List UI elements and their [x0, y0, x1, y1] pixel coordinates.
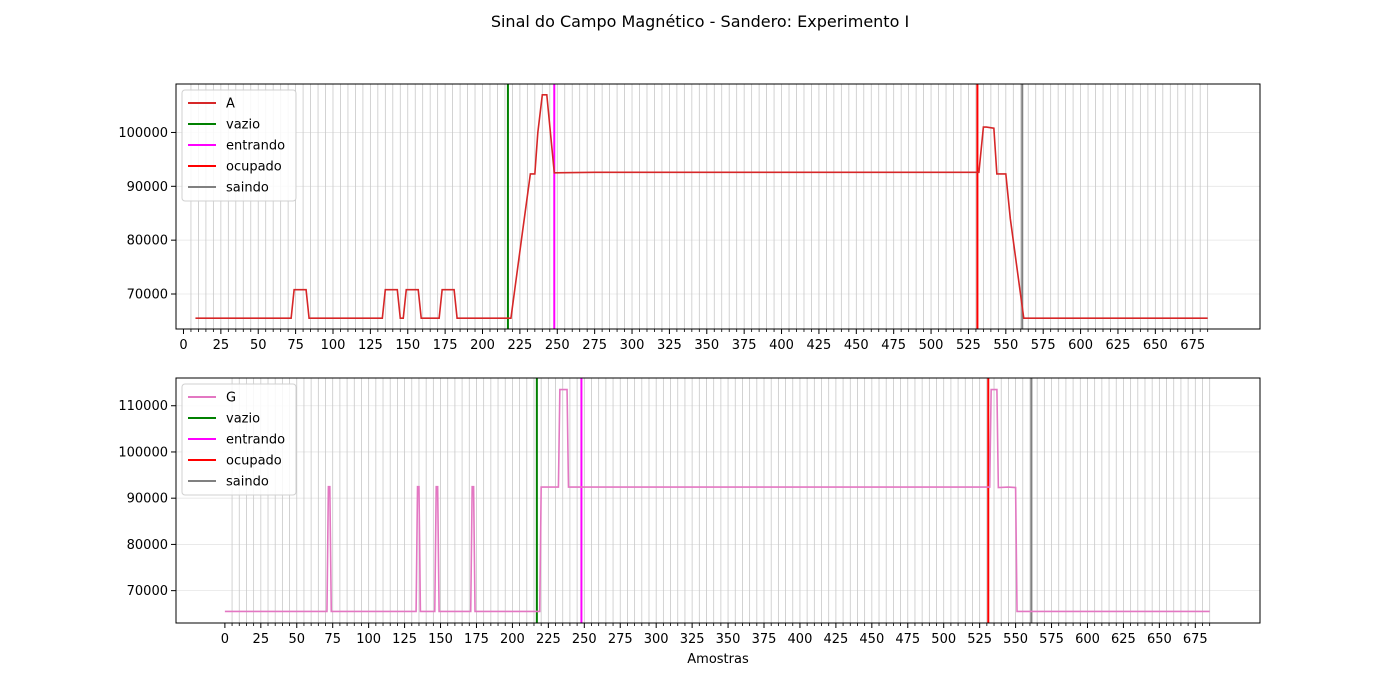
- x-tick-label: 650: [1143, 338, 1168, 353]
- x-tick-label: 550: [1003, 632, 1028, 647]
- y-tick-label: 100000: [118, 126, 168, 141]
- x-tick-label: 450: [844, 338, 869, 353]
- x-tick-label: 275: [582, 338, 607, 353]
- y-tick-label: 80000: [127, 538, 168, 553]
- legend-label-saindo: saindo: [226, 475, 269, 490]
- legend-label-ocupado: ocupado: [226, 160, 282, 175]
- legend-label-entrando: entrando: [226, 433, 285, 448]
- x-tick-label: 525: [967, 632, 992, 647]
- x-tick-label: 350: [716, 632, 741, 647]
- y-tick-label: 80000: [127, 234, 168, 249]
- x-tick-label: 300: [620, 338, 645, 353]
- x-tick-label: 600: [1068, 338, 1093, 353]
- x-tick-label: 200: [470, 338, 495, 353]
- x-tick-label: 350: [694, 338, 719, 353]
- x-tick-label: 425: [807, 338, 832, 353]
- legend-label-ocupado: ocupado: [226, 454, 282, 469]
- x-tick-label: 325: [680, 632, 705, 647]
- legend-label-A: A: [226, 97, 235, 112]
- axes-frame: [175, 377, 1261, 624]
- x-tick-label: 375: [732, 338, 757, 353]
- y-tick-label: 110000: [118, 399, 168, 414]
- x-tick-label: 75: [287, 338, 304, 353]
- x-tick-label: 575: [1031, 338, 1056, 353]
- legend-label-entrando: entrando: [226, 139, 285, 154]
- x-tick-label: 675: [1180, 338, 1205, 353]
- x-tick-label: 400: [769, 338, 794, 353]
- legend-label-vazio: vazio: [226, 412, 260, 427]
- x-tick-label: 625: [1106, 338, 1131, 353]
- legend-label-vazio: vazio: [226, 118, 260, 133]
- y-tick-label: 70000: [127, 288, 168, 303]
- x-tick-label: 375: [752, 632, 777, 647]
- x-tick-label: 250: [572, 632, 597, 647]
- axes-frame: [175, 83, 1261, 330]
- x-tick-label: 525: [956, 338, 981, 353]
- x-tick-label: 100: [321, 338, 346, 353]
- x-tick-label: 200: [500, 632, 525, 647]
- x-tick-label: 500: [931, 632, 956, 647]
- x-tick-label: 0: [179, 338, 187, 353]
- x-tick-label: 225: [536, 632, 561, 647]
- x-tick-label: 25: [213, 338, 230, 353]
- x-tick-label: 0: [221, 632, 229, 647]
- x-tick-label: 425: [823, 632, 848, 647]
- x-tick-label: 50: [250, 338, 267, 353]
- x-tick-label: 275: [608, 632, 633, 647]
- x-tick-label: 25: [253, 632, 270, 647]
- x-tick-label: 400: [788, 632, 813, 647]
- x-axis-label: Amostras: [687, 652, 749, 667]
- plots: 0 25 50 75 100 125 150 175 200 225 250 275 300 325 350…: [118, 83, 1261, 667]
- x-tick-label: 150: [428, 632, 453, 647]
- x-tick-label: 325: [657, 338, 682, 353]
- x-tick-label: 475: [881, 338, 906, 353]
- x-tick-label: 300: [644, 632, 669, 647]
- legend-label-saindo: saindo: [226, 181, 269, 196]
- x-tick-label: 500: [919, 338, 944, 353]
- x-tick-label: 575: [1039, 632, 1064, 647]
- y-tick-label: 100000: [118, 445, 168, 460]
- x-tick-label: 175: [464, 632, 489, 647]
- x-tick-label: 250: [545, 338, 570, 353]
- series-line-A: [195, 93, 1208, 320]
- axes-2: 0 25 50 75 100 125 150 175 200 225 250 275 300 325 350…: [118, 377, 1261, 667]
- legend-box: [181, 89, 297, 202]
- y-tick-label: 70000: [127, 584, 168, 599]
- legend-label-G: G: [226, 391, 236, 406]
- legend-box: [181, 383, 297, 496]
- y-tick-label: 90000: [127, 492, 168, 507]
- y-tick-label: 90000: [127, 180, 168, 195]
- x-tick-label: 100: [356, 632, 381, 647]
- x-tick-label: 550: [993, 338, 1018, 353]
- x-tick-label: 125: [392, 632, 417, 647]
- x-tick-label: 450: [859, 632, 884, 647]
- figure-title: Sinal do Campo Magnético - Sandero: Expe…: [491, 12, 909, 31]
- x-tick-label: 625: [1111, 632, 1136, 647]
- x-tick-label: 600: [1075, 632, 1100, 647]
- axes-1: 0 25 50 75 100 125 150 175 200 225 250 275 300 325 350…: [118, 83, 1261, 353]
- x-tick-label: 675: [1183, 632, 1208, 647]
- x-tick-label: 75: [324, 632, 341, 647]
- series-line-G: [224, 388, 1210, 613]
- x-tick-label: 150: [395, 338, 420, 353]
- x-tick-label: 650: [1147, 632, 1172, 647]
- x-tick-label: 125: [358, 338, 383, 353]
- x-tick-label: 50: [288, 632, 305, 647]
- x-tick-label: 225: [507, 338, 532, 353]
- x-tick-label: 175: [433, 338, 458, 353]
- x-tick-label: 475: [895, 632, 920, 647]
